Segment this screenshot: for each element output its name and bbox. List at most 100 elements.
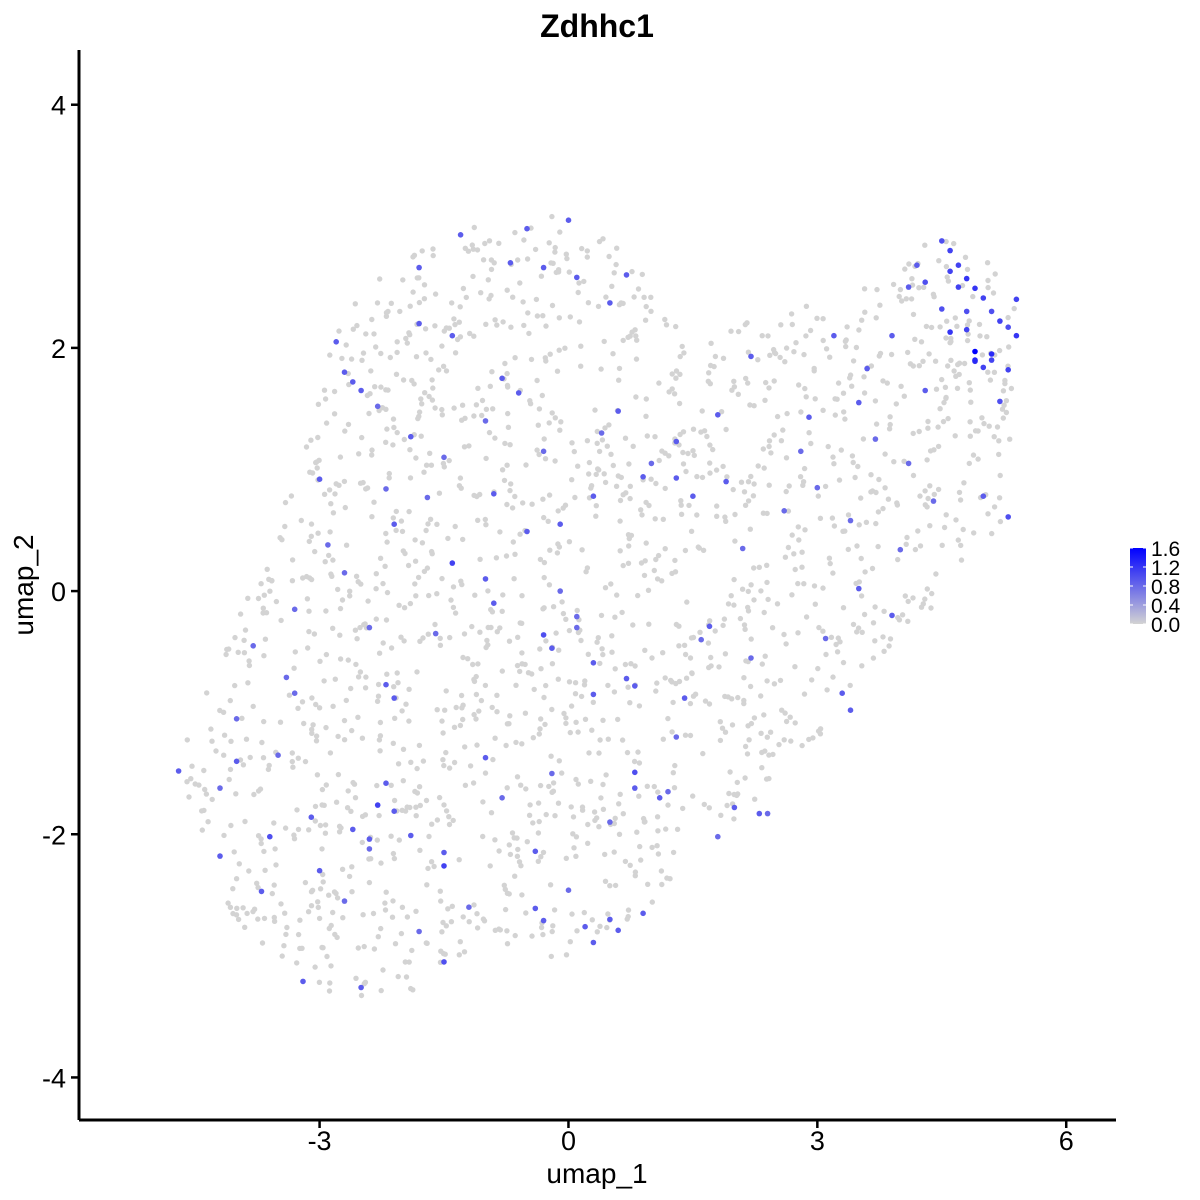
cell-point xyxy=(937,324,943,330)
cell-point xyxy=(639,271,645,278)
cell-point xyxy=(343,342,349,348)
cell-point xyxy=(225,900,231,906)
cell-point xyxy=(360,350,367,356)
cell-point xyxy=(328,922,334,929)
cell-point xyxy=(941,399,947,406)
cell-point xyxy=(387,354,393,361)
cell-point xyxy=(488,624,494,631)
cell-point xyxy=(243,736,250,742)
expressed-cell-point xyxy=(482,418,489,424)
expressed-cell-point xyxy=(283,674,290,681)
cell-point xyxy=(487,863,493,869)
cell-point xyxy=(856,522,862,528)
cell-point xyxy=(708,340,714,346)
cell-point xyxy=(725,601,732,607)
cell-point xyxy=(956,489,963,496)
cell-point xyxy=(931,491,937,498)
cell-point xyxy=(504,287,510,293)
cell-point xyxy=(798,409,804,415)
cell-point xyxy=(887,636,894,642)
cell-point xyxy=(560,505,566,511)
cell-point xyxy=(512,493,518,500)
cell-point xyxy=(691,452,697,459)
cell-point xyxy=(608,581,614,587)
cell-point xyxy=(886,426,893,432)
cell-point xyxy=(566,679,573,685)
cell-point xyxy=(766,443,772,450)
cell-point xyxy=(967,419,973,425)
cell-point xyxy=(630,443,636,449)
cell-point xyxy=(559,770,565,776)
cell-point xyxy=(393,508,399,515)
cell-point xyxy=(682,651,689,658)
cell-point xyxy=(606,253,612,260)
cell-point xyxy=(504,928,510,934)
cell-point xyxy=(676,400,683,407)
expressed-points-layer xyxy=(175,217,1020,991)
cell-point xyxy=(712,353,719,360)
cell-point xyxy=(767,352,773,358)
cell-point xyxy=(322,830,329,836)
cell-point xyxy=(418,433,424,439)
cell-point xyxy=(221,732,228,738)
cell-point xyxy=(496,240,502,246)
cell-point xyxy=(639,512,645,518)
expressed-cell-point xyxy=(291,606,298,613)
cell-point xyxy=(434,591,440,597)
cell-point xyxy=(376,407,382,414)
cell-point xyxy=(527,802,533,808)
cell-point xyxy=(450,817,456,824)
cell-point xyxy=(416,784,423,790)
cell-point xyxy=(596,824,602,830)
cell-point xyxy=(682,547,689,554)
cell-point xyxy=(411,381,417,387)
cell-point xyxy=(617,497,624,504)
cell-point xyxy=(315,904,321,911)
cell-point xyxy=(471,333,477,339)
cell-point xyxy=(260,605,266,611)
cell-point xyxy=(419,401,425,407)
cell-point xyxy=(694,512,700,518)
cell-point xyxy=(375,693,382,699)
cell-point xyxy=(747,526,753,532)
expressed-cell-point xyxy=(1013,296,1020,303)
cell-point xyxy=(795,524,801,530)
cell-point xyxy=(552,415,558,421)
cell-point xyxy=(594,428,600,435)
cell-point xyxy=(262,867,268,873)
cell-point xyxy=(758,730,764,736)
expressed-cell-point xyxy=(233,758,240,765)
cell-point xyxy=(575,289,581,296)
cell-point xyxy=(604,924,610,931)
cell-point xyxy=(378,384,384,390)
cell-point xyxy=(751,403,757,409)
expressed-cell-point xyxy=(366,836,373,842)
cell-point xyxy=(369,452,375,458)
cell-point xyxy=(533,296,540,303)
cell-point xyxy=(737,615,744,622)
cell-point xyxy=(985,277,991,284)
cell-point xyxy=(330,909,336,916)
cell-point xyxy=(483,406,490,412)
cell-point xyxy=(771,681,778,687)
cell-point xyxy=(417,802,423,809)
cell-point xyxy=(815,665,821,672)
cell-point xyxy=(363,331,369,337)
cell-point xyxy=(378,987,384,994)
cell-point xyxy=(605,736,611,742)
cell-point xyxy=(536,731,542,737)
cell-point xyxy=(335,733,341,740)
cell-point xyxy=(761,465,767,471)
cell-point xyxy=(823,651,829,658)
cell-point xyxy=(704,433,710,440)
cell-point xyxy=(541,514,547,521)
cell-point xyxy=(199,827,205,833)
cell-point xyxy=(677,353,683,360)
cell-point xyxy=(424,882,430,888)
cell-point xyxy=(330,703,336,709)
cell-point xyxy=(887,414,893,420)
cell-point xyxy=(967,387,973,393)
cell-point xyxy=(504,370,510,377)
cell-point xyxy=(707,470,713,476)
cell-point xyxy=(809,677,815,683)
